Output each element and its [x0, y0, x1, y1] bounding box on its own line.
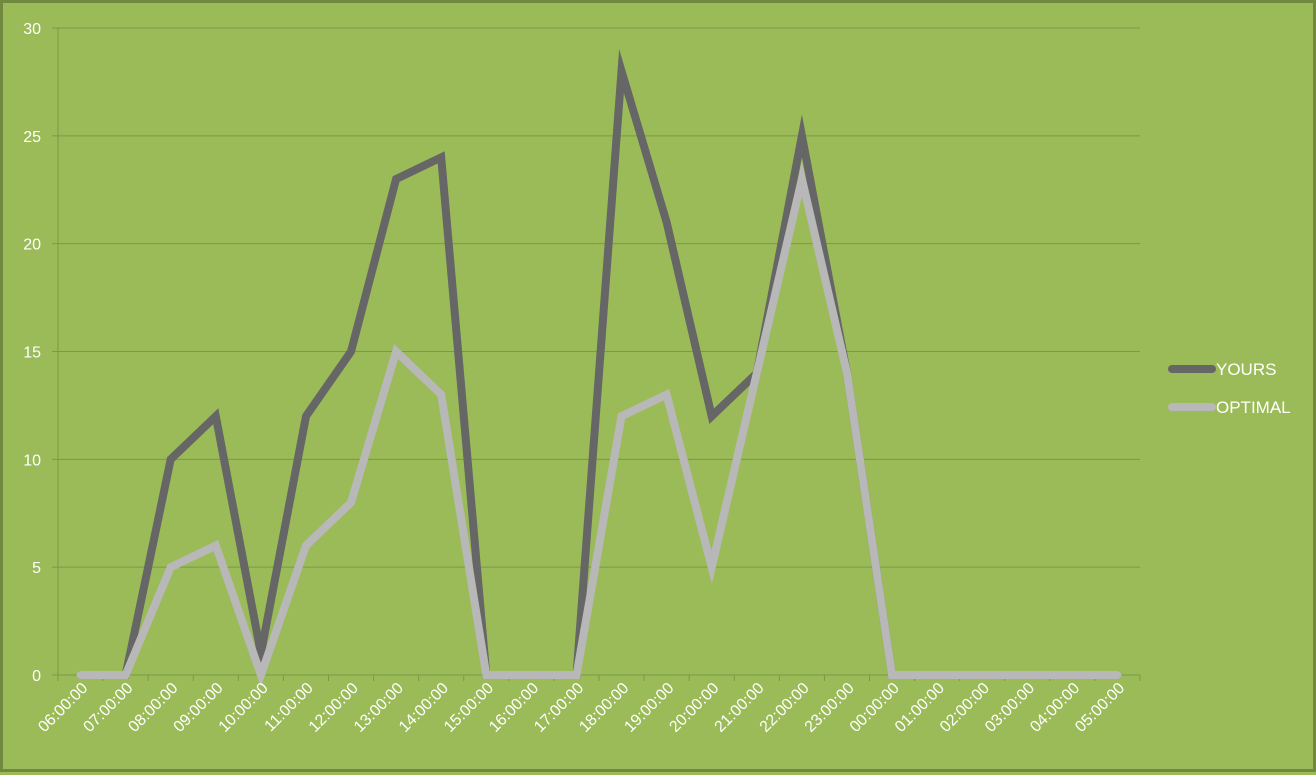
gridlines	[58, 27, 1140, 568]
series-line-optimal	[76, 161, 1122, 688]
x-tick-labels: 06:00:0007:00:0008:00:0009:00:0010:00:00…	[35, 680, 1128, 736]
series-lines	[76, 49, 1122, 688]
x-tick-label: 10:00:00	[216, 680, 272, 736]
y-tick-label: 15	[23, 345, 41, 362]
y-tick-label: 20	[23, 237, 41, 254]
y-tick-label: 25	[23, 129, 41, 146]
legend-label-optimal: OPTIMAL	[1216, 398, 1291, 417]
y-tick-label: 0	[32, 668, 41, 685]
x-tick-label: 05:00:00	[1072, 680, 1128, 736]
y-tick-label: 30	[23, 21, 41, 38]
y-tick-label: 5	[32, 560, 41, 577]
line-chart: 06:00:0007:00:0008:00:0009:00:0010:00:00…	[23, 21, 1291, 736]
series-line-yours	[76, 49, 1122, 679]
legend-label-yours: YOURS	[1216, 360, 1276, 379]
y-tick-labels: 0 5 10 15 20 25 30	[23, 21, 41, 685]
legend: YOURS OPTIMAL	[1168, 360, 1291, 417]
y-tick-label: 10	[23, 452, 41, 469]
